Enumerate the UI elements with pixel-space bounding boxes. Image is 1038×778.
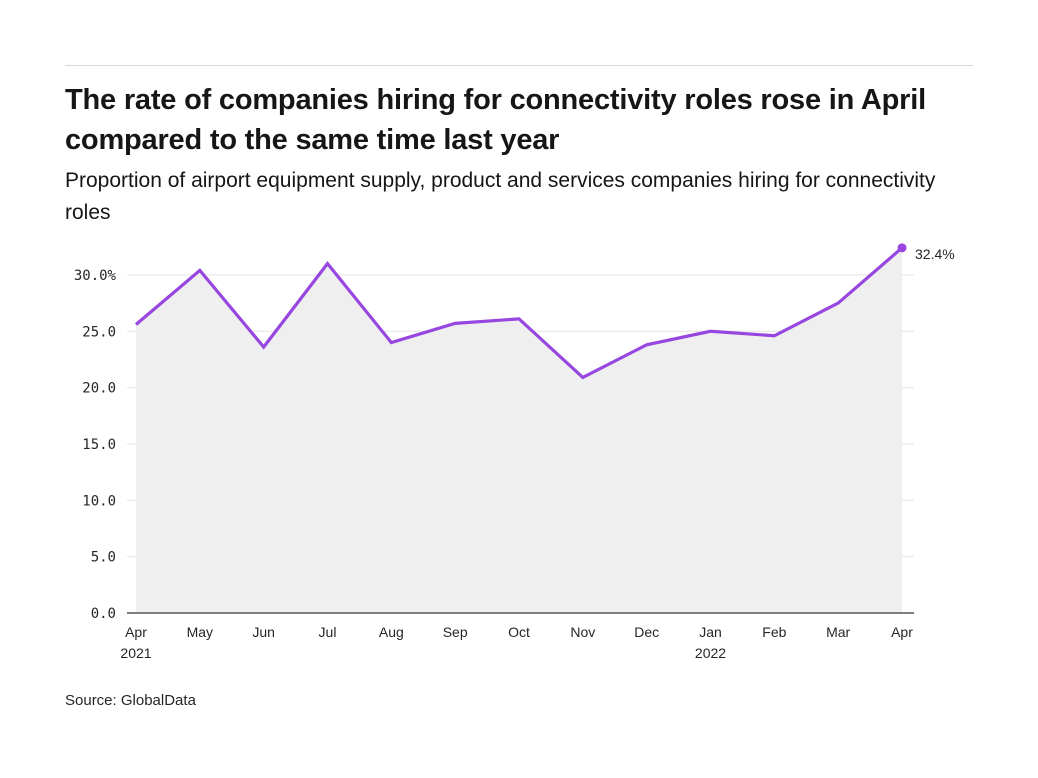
y-axis-ticks: 0.0 5.0 10.0 15.0 20.0 25.0 30.0%: [74, 268, 117, 622]
y-tick-label: 10.0: [82, 493, 116, 509]
x-tick-label: Jun: [252, 624, 275, 640]
chart-subtitle: Proportion of airport equipment supply, …: [65, 169, 936, 224]
y-tick-label: 0.0: [91, 606, 116, 622]
series-line: [134, 246, 904, 380]
x-tick-label: Feb: [762, 624, 786, 640]
x-tick-year-label: 2021: [120, 645, 151, 661]
end-value-label: 32.4%: [915, 246, 955, 262]
x-tick-label: Jan: [699, 624, 722, 640]
end-point-marker: [897, 243, 907, 253]
x-tick-label: Oct: [508, 624, 530, 640]
x-tick-year-label: 2022: [695, 645, 726, 661]
y-tick-label: 5.0: [91, 550, 116, 566]
x-tick-label: Nov: [570, 624, 595, 640]
area-fill: [136, 247, 902, 614]
y-tick-label: 30.0%: [74, 268, 117, 284]
x-tick-label: Dec: [634, 624, 659, 640]
x-axis-ticks: Apr 2021 May Jun Jul Aug Sep Oct Nov Dec Jan 2022 Fe…: [120, 624, 913, 661]
x-tick-label: Sep: [443, 624, 468, 640]
y-tick-label: 20.0: [82, 381, 116, 397]
x-tick-label: Apr: [125, 624, 147, 640]
chart-title: The rate of companies hiring for connect…: [65, 84, 926, 156]
data-points: [897, 243, 907, 253]
x-tick-label: Mar: [826, 624, 850, 640]
x-tick-label: May: [187, 624, 213, 640]
y-tick-label: 25.0: [82, 324, 116, 340]
top-rule: [65, 65, 973, 66]
x-tick-label: Jul: [319, 624, 337, 640]
y-tick-label: 15.0: [82, 437, 116, 453]
x-tick-label: Aug: [379, 624, 404, 640]
source-note: Source: GlobalData: [65, 692, 196, 709]
x-tick-label: Apr: [891, 624, 913, 640]
